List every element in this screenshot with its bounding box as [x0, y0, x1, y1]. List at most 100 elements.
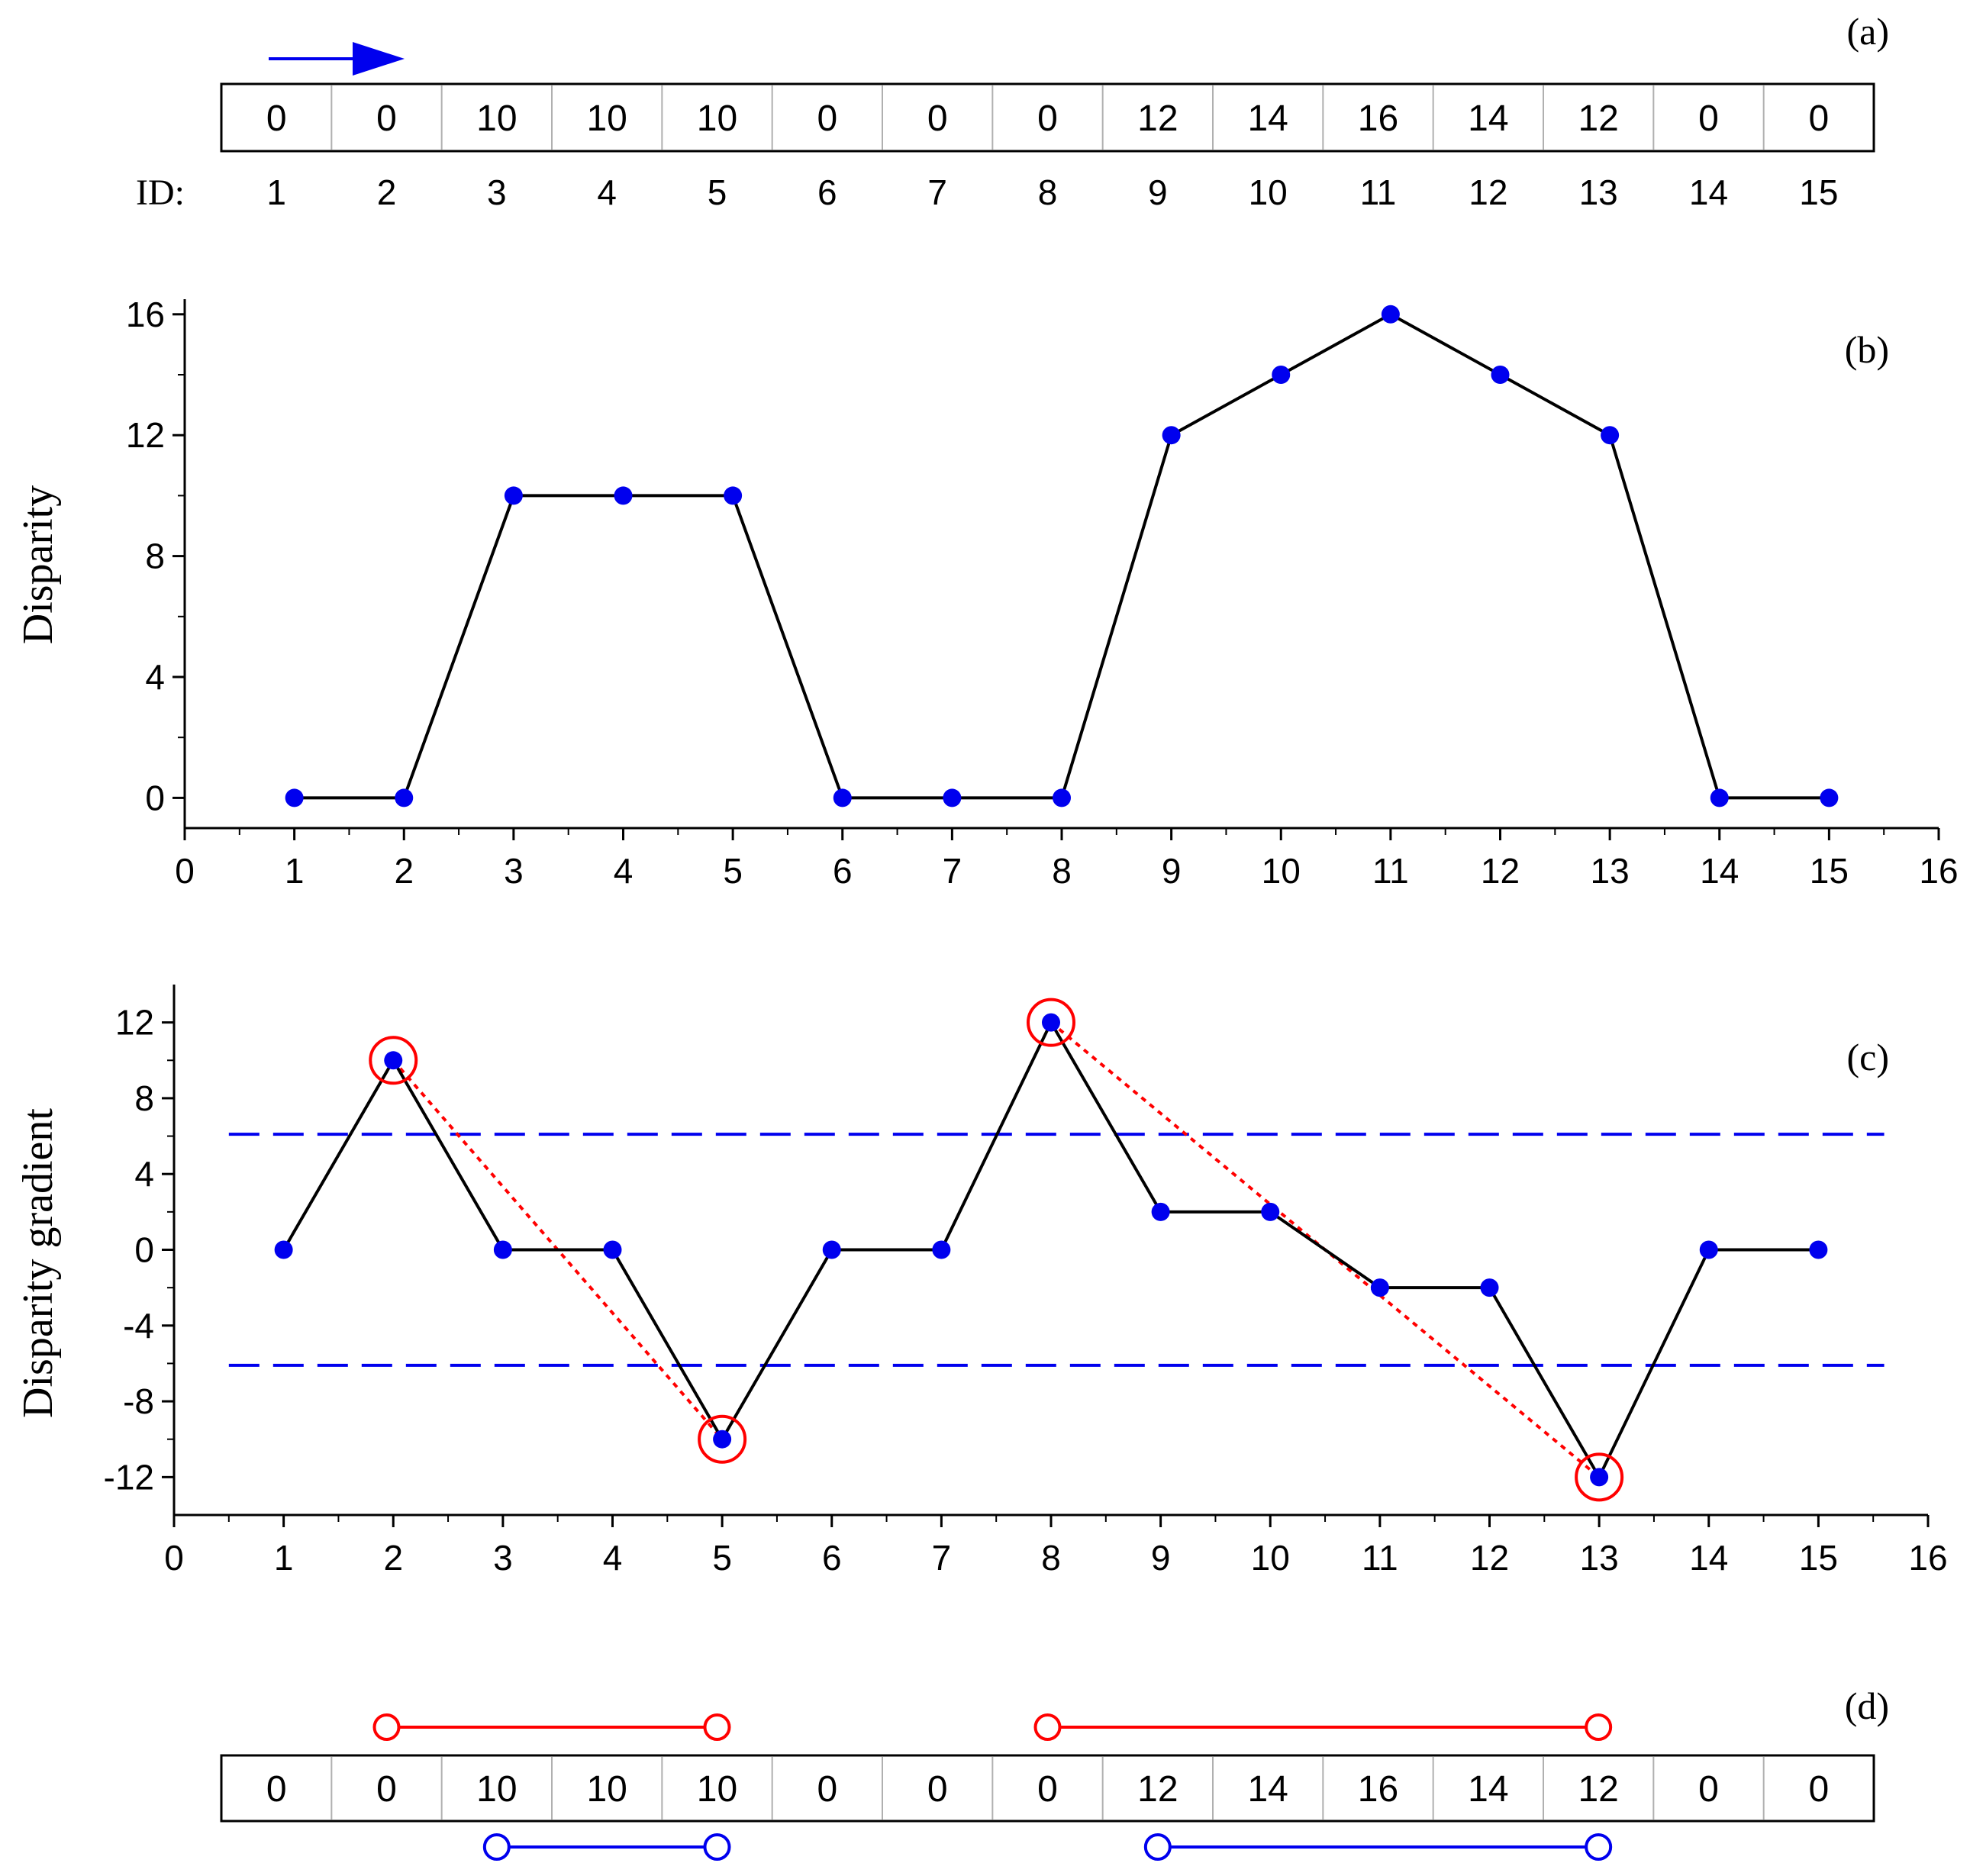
table-a-cell-value: 0 — [1037, 98, 1058, 139]
panel-label-c: (c) — [1847, 1036, 1890, 1078]
blue-interval-end — [1585, 1833, 1613, 1861]
x-tick-label: 12 — [1481, 851, 1520, 891]
gradient-point — [713, 1430, 732, 1449]
disparity-point — [285, 788, 304, 807]
y-tick-label: 4 — [134, 1154, 154, 1194]
panel-c: (c) Disparity gradient 0 1 2 3 4 5 6 7 8 9 10 11 12 1… — [15, 985, 1948, 1578]
series-c — [274, 998, 1828, 1502]
table-a-cell-value: 14 — [1247, 98, 1288, 139]
x-tick-label: 14 — [1689, 1538, 1728, 1578]
panel-label-d: (d) — [1845, 1684, 1889, 1727]
panel-label-a: (a) — [1847, 10, 1890, 53]
x-tick-label: 5 — [723, 851, 743, 891]
gradient-line — [282, 1019, 1819, 1481]
y-tick-label: -8 — [123, 1381, 154, 1421]
table-d-cell-value: 10 — [476, 1769, 517, 1810]
panel-d: (d) 0 0 10 10 10 0 0 0 12 14 16 14 12 0 0 — [220, 1684, 1889, 1861]
table-a-cell-value: 10 — [697, 98, 737, 139]
red-interval-end — [1585, 1713, 1613, 1741]
table-d-cell-value: 0 — [376, 1769, 397, 1810]
disparity-point — [1272, 366, 1291, 384]
blue-interval-start — [482, 1833, 511, 1861]
table-a-dividers — [330, 85, 1765, 150]
gradient-point — [493, 1240, 512, 1259]
x-tick-label: 8 — [1052, 851, 1072, 891]
x-tick-label: 0 — [175, 851, 195, 891]
gradient-point — [603, 1240, 622, 1259]
table-a-cell-value: 14 — [1468, 98, 1508, 139]
id-number: 12 — [1469, 172, 1507, 212]
disparity-point — [1491, 366, 1510, 384]
table-d-cell-value: 10 — [586, 1769, 627, 1810]
table-a-cell-value: 0 — [817, 98, 837, 139]
y-tick-label: 12 — [126, 415, 165, 455]
id-number: 2 — [377, 172, 397, 212]
gradient-point — [1809, 1240, 1828, 1259]
overlay-c — [228, 1021, 1885, 1478]
blue-intervals — [482, 1833, 1613, 1861]
right-arrow-icon — [269, 42, 405, 76]
highlight-ring — [1027, 998, 1075, 1047]
id-number: 15 — [1799, 172, 1838, 212]
y-tick-label: 0 — [145, 778, 165, 817]
table-d-cell-value: 0 — [1808, 1769, 1829, 1810]
x-tick-label: 16 — [1908, 1538, 1947, 1578]
y-axis-label-b: Disparity — [15, 485, 62, 644]
table-a-frame — [220, 82, 1875, 153]
y-tick-label: 16 — [126, 295, 165, 334]
gradient-point — [932, 1240, 951, 1259]
x-tick-label: 9 — [1151, 1538, 1171, 1578]
x-tick-label: 9 — [1162, 851, 1182, 891]
gradient-point — [1480, 1278, 1499, 1297]
x-tick-label: 6 — [822, 1538, 842, 1578]
arrow-head — [353, 42, 405, 76]
x-tick-label: 15 — [1799, 1538, 1838, 1578]
disparity-point — [1710, 788, 1729, 807]
x-tick-label: 8 — [1041, 1538, 1061, 1578]
x-tick-label: 6 — [833, 851, 853, 891]
id-number: 14 — [1689, 172, 1728, 212]
table-d-cell-value: 12 — [1137, 1769, 1178, 1810]
id-number: 10 — [1249, 172, 1288, 212]
y-tick-label: 4 — [145, 657, 165, 697]
x-tick-label: 4 — [614, 851, 634, 891]
id-number: 9 — [1148, 172, 1168, 212]
y-tick-label: 0 — [134, 1230, 154, 1270]
x-tick-label: 4 — [603, 1538, 623, 1578]
table-a-cell-value: 0 — [266, 98, 287, 139]
x-tick-label: 10 — [1251, 1538, 1290, 1578]
x-tick-label: 5 — [712, 1538, 732, 1578]
table-d-cell-value: 0 — [817, 1769, 837, 1810]
x-tick-label: 15 — [1810, 851, 1849, 891]
table-a-cell-value: 0 — [1698, 98, 1719, 139]
x-tick-label: 12 — [1470, 1538, 1509, 1578]
x-tick-label: 1 — [285, 851, 305, 891]
panel-label-b: (b) — [1845, 328, 1889, 371]
x-tick-label: 10 — [1262, 851, 1301, 891]
disparity-line — [294, 312, 1830, 800]
id-number: 7 — [927, 172, 947, 212]
table-d-dividers — [330, 1757, 1765, 1820]
x-tick-label: 2 — [383, 1538, 403, 1578]
gradient-point — [1151, 1202, 1170, 1221]
y-tick-label: 12 — [115, 1003, 154, 1043]
table-a-cell-value: 0 — [376, 98, 397, 139]
table-d-cell-value: 12 — [1578, 1769, 1618, 1810]
panel-b: (b) Disparity 0 1 2 3 4 5 6 7 8 9 10 11 12 13 14 15 1604… — [15, 295, 1959, 891]
highlight-ring — [698, 1414, 747, 1464]
disparity-point — [943, 788, 962, 807]
x-tick-label: 7 — [943, 851, 962, 891]
red-interval-start — [1033, 1713, 1062, 1741]
id-number: 4 — [597, 172, 617, 212]
red-interval-end — [703, 1713, 731, 1741]
red-intervals — [372, 1713, 1613, 1741]
id-number: 13 — [1579, 172, 1618, 212]
disparity-point — [1820, 788, 1839, 807]
gradient-point — [822, 1240, 841, 1259]
table-d-cell-value: 0 — [927, 1769, 948, 1810]
x-tick-label: 13 — [1591, 851, 1630, 891]
